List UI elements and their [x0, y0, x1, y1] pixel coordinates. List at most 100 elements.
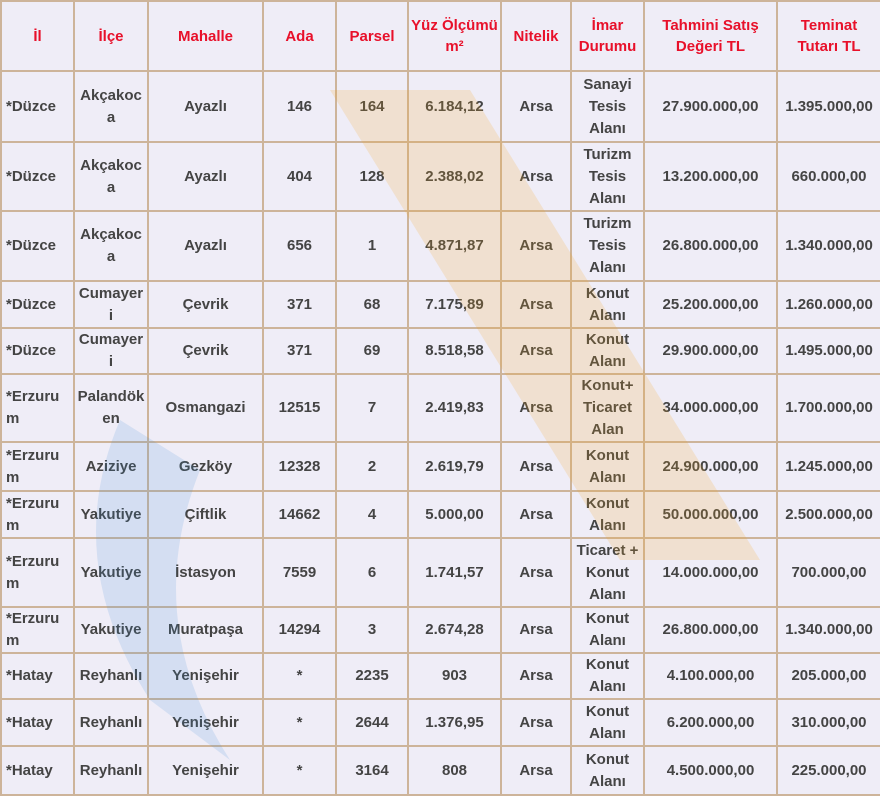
- header-cell: Tahmini Satış Değeri TL: [643, 0, 778, 72]
- header-cell: İmar Durumu: [570, 0, 645, 72]
- table-cell: Yenişehir: [147, 698, 264, 747]
- header-cell: İl: [0, 0, 75, 72]
- table-cell: 1.245.000,00: [776, 441, 880, 492]
- table-cell: Sanayi Tesis Alanı: [570, 70, 645, 143]
- table-cell: Çevrik: [147, 280, 264, 329]
- table-cell: *Erzurum: [0, 490, 75, 539]
- header-cell: Teminat Tutarı TL: [776, 0, 880, 72]
- table-row: *Erzurum Palandöken Osmangazi 12515 7 2.419,8…: [0, 373, 880, 443]
- table-cell: *Düzce: [0, 327, 75, 375]
- table-row: *Erzurum Yakutiye Çiftlik 14662 4 5.000,00 Ars…: [0, 490, 880, 539]
- table-cell: 1.340.000,00: [776, 210, 880, 282]
- table-cell: 68: [335, 280, 409, 329]
- table-cell: 3: [335, 606, 409, 654]
- table-cell: 6: [335, 537, 409, 608]
- table-cell: 205.000,00: [776, 652, 880, 700]
- table-row: *Hatay Reyhanlı Yenişehir * 3164 808 Arsa Konut…: [0, 745, 880, 796]
- table-cell: 6.200.000,00: [643, 698, 778, 747]
- table-cell: *Erzurum: [0, 537, 75, 608]
- table-cell: Çevrik: [147, 327, 264, 375]
- table-cell: Çiftlik: [147, 490, 264, 539]
- table-cell: Aziziye: [73, 441, 149, 492]
- table-cell: Arsa: [500, 537, 572, 608]
- table-cell: *: [262, 745, 337, 796]
- table-cell: *: [262, 698, 337, 747]
- table-cell: Reyhanlı: [73, 698, 149, 747]
- header-cell: Mahalle: [147, 0, 264, 72]
- table-cell: Reyhanlı: [73, 652, 149, 700]
- table-cell: Akçakoca: [73, 141, 149, 212]
- table-cell: 6.184,12: [407, 70, 502, 143]
- table-cell: 2.419,83: [407, 373, 502, 443]
- table-cell: 146: [262, 70, 337, 143]
- table-cell: Arsa: [500, 280, 572, 329]
- table-cell: *: [262, 652, 337, 700]
- table-cell: Yakutiye: [73, 606, 149, 654]
- table-cell: 808: [407, 745, 502, 796]
- table-cell: 4.100.000,00: [643, 652, 778, 700]
- table-cell: 12515: [262, 373, 337, 443]
- table-cell: İstasyon: [147, 537, 264, 608]
- table-cell: Reyhanlı: [73, 745, 149, 796]
- table-cell: Muratpaşa: [147, 606, 264, 654]
- table-cell: 1.495.000,00: [776, 327, 880, 375]
- table-cell: *Hatay: [0, 698, 75, 747]
- header-cell: Ada: [262, 0, 337, 72]
- header-cell: Parsel: [335, 0, 409, 72]
- table-cell: 27.900.000,00: [643, 70, 778, 143]
- table-cell: Konut Alanı: [570, 606, 645, 654]
- table-cell: Yenişehir: [147, 745, 264, 796]
- table-cell: Arsa: [500, 327, 572, 375]
- table-cell: Ayazlı: [147, 210, 264, 282]
- table-row: *Düzce Cumayeri Çevrik 371 69 8.518,58 Arsa Kon…: [0, 327, 880, 375]
- table-cell: 24.900.000,00: [643, 441, 778, 492]
- table-cell: 34.000.000,00: [643, 373, 778, 443]
- table-cell: Yakutiye: [73, 537, 149, 608]
- table-cell: *Düzce: [0, 280, 75, 329]
- table-row: *Erzurum Yakutiye Muratpaşa 14294 3 2.674,28 A…: [0, 606, 880, 654]
- table-cell: *Erzurum: [0, 441, 75, 492]
- header-cell: İlçe: [73, 0, 149, 72]
- header-row: İl İlçe Mahalle Ada Parsel Yüz Ölçümü m² Nitel…: [0, 0, 880, 72]
- table-cell: *Hatay: [0, 652, 75, 700]
- header-cell: Yüz Ölçümü m²: [407, 0, 502, 72]
- table-cell: 2.388,02: [407, 141, 502, 212]
- table-row: *Hatay Reyhanlı Yenişehir * 2235 903 Arsa Konut…: [0, 652, 880, 700]
- table-cell: Arsa: [500, 606, 572, 654]
- table-cell: *Düzce: [0, 70, 75, 143]
- table-cell: Arsa: [500, 210, 572, 282]
- table-cell: 1.340.000,00: [776, 606, 880, 654]
- table-cell: 29.900.000,00: [643, 327, 778, 375]
- table-cell: 404: [262, 141, 337, 212]
- table-cell: Cumayeri: [73, 327, 149, 375]
- table-cell: Konut Alanı: [570, 745, 645, 796]
- table-cell: 25.200.000,00: [643, 280, 778, 329]
- table-cell: 371: [262, 327, 337, 375]
- table-cell: Konut Alanı: [570, 280, 645, 329]
- table-cell: 1.700.000,00: [776, 373, 880, 443]
- table-cell: Konut Alanı: [570, 490, 645, 539]
- table-cell: 69: [335, 327, 409, 375]
- table-cell: 1: [335, 210, 409, 282]
- table-row: *Erzurum Yakutiye İstasyon 7559 6 1.741,57 Ars…: [0, 537, 880, 608]
- table-cell: Turizm Tesis Alanı: [570, 141, 645, 212]
- table-cell: Akçakoca: [73, 70, 149, 143]
- table-cell: Konut Alanı: [570, 652, 645, 700]
- table-cell: 1.376,95: [407, 698, 502, 747]
- table-cell: *Düzce: [0, 141, 75, 212]
- table-cell: Yakutiye: [73, 490, 149, 539]
- table-cell: 50.000.000,00: [643, 490, 778, 539]
- table-cell: 8.518,58: [407, 327, 502, 375]
- table-cell: Konut Alanı: [570, 327, 645, 375]
- table-cell: 656: [262, 210, 337, 282]
- table-cell: 5.000,00: [407, 490, 502, 539]
- table-cell: 700.000,00: [776, 537, 880, 608]
- table-cell: Konut+ Ticaret Alan: [570, 373, 645, 443]
- table-cell: 2644: [335, 698, 409, 747]
- table-row: *Erzurum Aziziye Gezköy 12328 2 2.619,79 Arsa K…: [0, 441, 880, 492]
- table-cell: 128: [335, 141, 409, 212]
- table-cell: 1.741,57: [407, 537, 502, 608]
- table-row: *Düzce Akçakoca Ayazlı 404 128 2.388,02 Arsa Tu…: [0, 141, 880, 212]
- table-cell: 2.619,79: [407, 441, 502, 492]
